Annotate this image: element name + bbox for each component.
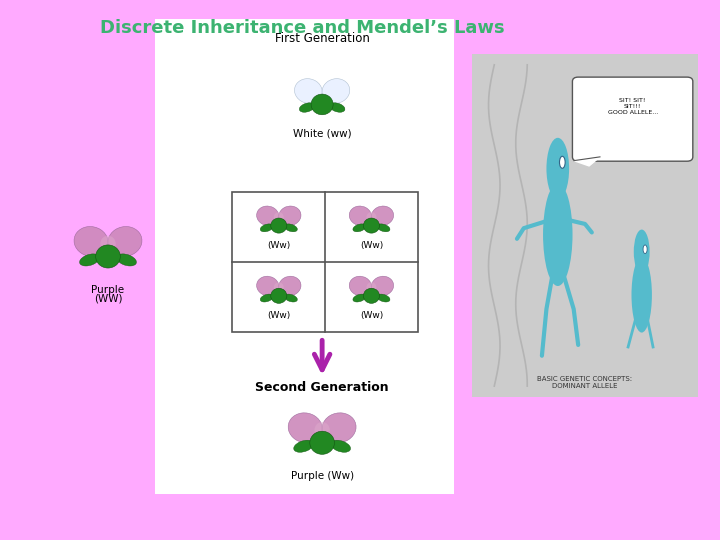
Ellipse shape <box>377 224 390 232</box>
Ellipse shape <box>330 103 345 112</box>
Text: (WW): (WW) <box>94 293 122 303</box>
Ellipse shape <box>330 440 351 453</box>
Bar <box>155 19 454 494</box>
Ellipse shape <box>256 206 279 226</box>
Text: BASIC GENETIC CONCEPTS:
DOMINANT ALLELE: BASIC GENETIC CONCEPTS: DOMINANT ALLELE <box>537 376 633 389</box>
Text: SIT! SIT!
SIT!!!
GOOD ALLELE...: SIT! SIT! SIT!!! GOOD ALLELE... <box>608 98 658 114</box>
Ellipse shape <box>260 294 274 302</box>
Ellipse shape <box>349 276 372 296</box>
Ellipse shape <box>315 422 330 438</box>
Ellipse shape <box>310 431 335 454</box>
Text: Purple: Purple <box>91 285 125 295</box>
Ellipse shape <box>260 224 274 232</box>
Ellipse shape <box>284 294 297 302</box>
Ellipse shape <box>546 138 569 199</box>
Ellipse shape <box>364 288 379 303</box>
Bar <box>233 192 418 332</box>
Ellipse shape <box>637 259 647 276</box>
Ellipse shape <box>366 212 377 222</box>
Text: Second Generation: Second Generation <box>256 381 389 394</box>
Ellipse shape <box>288 413 323 443</box>
Ellipse shape <box>377 294 390 302</box>
Ellipse shape <box>294 440 314 453</box>
Ellipse shape <box>74 227 108 256</box>
Bar <box>472 54 698 397</box>
Text: (Ww): (Ww) <box>360 311 383 320</box>
Ellipse shape <box>279 276 301 296</box>
Ellipse shape <box>366 282 377 293</box>
Ellipse shape <box>372 206 394 226</box>
Ellipse shape <box>543 183 572 286</box>
Ellipse shape <box>274 212 284 222</box>
Text: (Ww): (Ww) <box>267 241 290 250</box>
Ellipse shape <box>559 156 565 168</box>
Ellipse shape <box>322 413 356 443</box>
Ellipse shape <box>96 245 120 268</box>
Ellipse shape <box>271 218 287 233</box>
Ellipse shape <box>349 206 372 226</box>
Ellipse shape <box>294 79 323 103</box>
Text: Discrete Inheritance and Mendel’s Laws: Discrete Inheritance and Mendel’s Laws <box>100 19 505 37</box>
Ellipse shape <box>552 182 564 206</box>
Ellipse shape <box>117 254 136 266</box>
Ellipse shape <box>631 257 652 333</box>
Ellipse shape <box>353 224 366 232</box>
Ellipse shape <box>256 276 279 296</box>
Text: (Ww): (Ww) <box>360 241 383 250</box>
Ellipse shape <box>353 294 366 302</box>
Ellipse shape <box>311 94 333 115</box>
Ellipse shape <box>80 254 99 266</box>
Ellipse shape <box>364 218 379 233</box>
Ellipse shape <box>634 230 649 274</box>
Polygon shape <box>574 157 600 166</box>
Text: (Ww): (Ww) <box>267 311 290 320</box>
Text: Purple (Ww): Purple (Ww) <box>291 471 354 482</box>
FancyBboxPatch shape <box>572 77 693 161</box>
Ellipse shape <box>300 103 315 112</box>
Text: White (ww): White (ww) <box>293 129 351 139</box>
Ellipse shape <box>284 224 297 232</box>
Ellipse shape <box>274 282 284 293</box>
Text: First Generation: First Generation <box>275 32 369 45</box>
Ellipse shape <box>100 235 116 252</box>
Ellipse shape <box>322 79 350 103</box>
Ellipse shape <box>271 288 287 303</box>
Ellipse shape <box>643 245 647 254</box>
Ellipse shape <box>279 206 301 226</box>
Ellipse shape <box>372 276 394 296</box>
Ellipse shape <box>108 227 142 256</box>
